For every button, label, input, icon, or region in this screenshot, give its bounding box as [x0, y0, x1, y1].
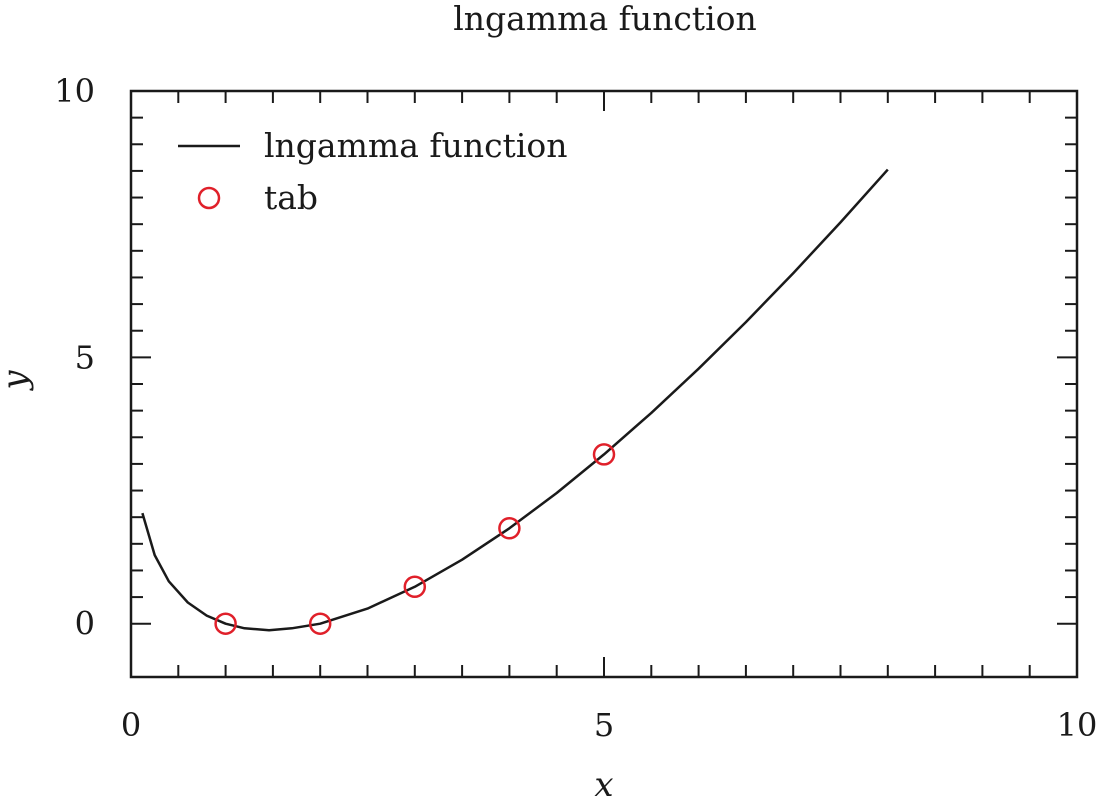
legend-marker-swatch — [197, 186, 221, 210]
y-tick-label: 0 — [75, 605, 95, 643]
x-tick-label: 0 — [121, 706, 141, 744]
y-axis-label: y — [0, 370, 35, 392]
data-point-tab — [592, 443, 616, 466]
data-point-tab — [403, 575, 427, 599]
y-tick-label: 5 — [75, 338, 95, 376]
x-tick-label: 5 — [594, 706, 614, 744]
x-tick-label: 10 — [1057, 706, 1098, 744]
legend-label: tab — [264, 178, 318, 217]
axis-ticks — [131, 91, 1077, 677]
legend: lngamma function tab — [178, 126, 568, 217]
legend-label: lngamma function — [264, 126, 568, 165]
y-tick-label: 10 — [54, 72, 95, 110]
data-point-tab — [308, 612, 332, 635]
series-line-lngamma — [141, 168, 889, 632]
chart-title: lngamma function — [453, 0, 757, 38]
series-layer — [141, 168, 889, 635]
tick-labels: 0 5 10 0 5 10 — [54, 72, 1097, 744]
x-axis-label: x — [594, 765, 613, 800]
data-point-tab — [214, 612, 237, 635]
data-point-tab — [498, 517, 521, 540]
